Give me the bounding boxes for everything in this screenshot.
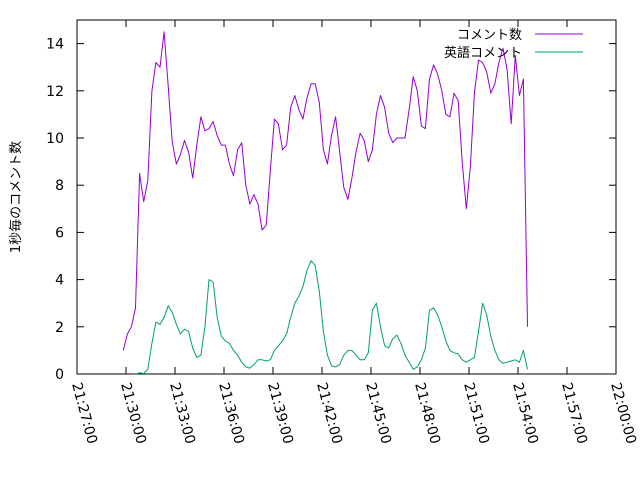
y-tick-label: 10 [46, 131, 64, 147]
y-tick-label: 12 [46, 84, 64, 100]
x-tick-label: 21:54:00 [509, 381, 541, 446]
x-tick-label: 21:27:00 [68, 381, 100, 446]
x-tick-label: 21:57:00 [558, 381, 590, 446]
x-tick-label: 21:33:00 [166, 381, 198, 446]
x-tick-label: 21:48:00 [411, 381, 443, 446]
y-axis: 0 2 4 6 8 10 12 14 [46, 37, 616, 383]
series-line-1 [122, 31, 528, 351]
y-tick-label: 8 [55, 178, 64, 194]
x-tick-label: 21:51:00 [460, 381, 492, 446]
legend-label: 英語コメント [444, 45, 522, 61]
x-tick-label: 21:39:00 [264, 381, 296, 446]
legend-label: コメント数 [457, 28, 522, 43]
series-layer [122, 31, 528, 375]
y-tick-label: 2 [55, 320, 64, 336]
y-tick-label: 4 [55, 273, 64, 289]
x-tick-label: 21:45:00 [362, 381, 394, 446]
y-axis-label: 1秒毎のコメント数 [8, 141, 24, 253]
x-tick-label: 21:36:00 [215, 381, 247, 446]
x-tick-label: 22:00:00 [607, 381, 639, 446]
x-axis: 21:27:00 21:30:00 21:33:00 21:36:00 21:39:00… [68, 20, 639, 446]
series-line-2 [135, 260, 528, 375]
y-tick-label: 14 [46, 37, 64, 53]
x-tick-label: 21:42:00 [313, 381, 345, 446]
y-tick-label: 6 [55, 225, 64, 241]
plot-frame [76, 19, 617, 375]
y-tick-label: 0 [55, 367, 64, 383]
x-tick-label: 21:30:00 [117, 381, 149, 446]
